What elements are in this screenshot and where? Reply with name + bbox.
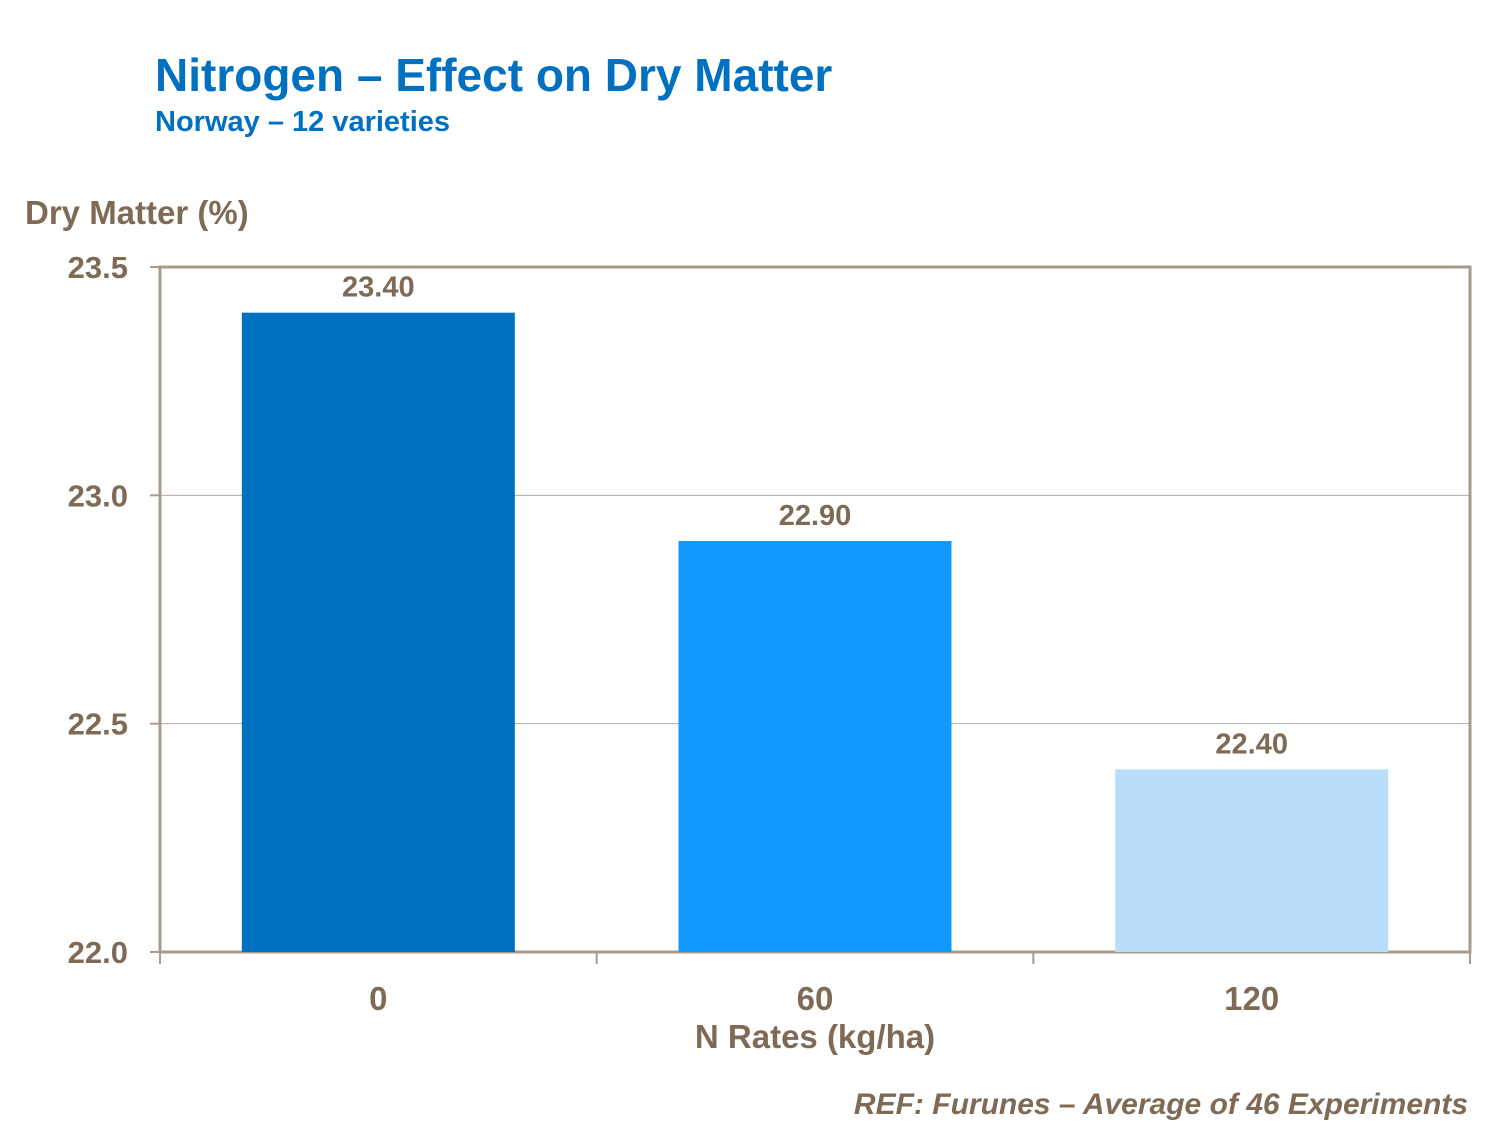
chart-title: Nitrogen – Effect on Dry Matter [155, 49, 833, 101]
bar-120 [1115, 769, 1389, 952]
reference-note: REF: Furunes – Average of 46 Experiments [853, 1088, 1468, 1121]
x-tick-label: 120 [1224, 980, 1279, 1017]
bar-0 [241, 312, 515, 953]
y-tick-label: 23.0 [68, 478, 128, 513]
y-tick-label: 23.5 [68, 250, 128, 285]
chart-subtitle: Norway – 12 varieties [155, 106, 451, 138]
y-axis-label: Dry Matter (%) [25, 194, 249, 231]
x-axis-label: N Rates (kg/ha) [695, 1018, 935, 1055]
bar-60 [678, 541, 952, 952]
y-tick-label: 22.5 [68, 707, 128, 742]
y-tick-label: 22.0 [68, 935, 128, 970]
data-label: 22.90 [779, 500, 852, 532]
x-tick-label: 60 [797, 980, 834, 1017]
data-label: 22.40 [1215, 728, 1288, 760]
data-label: 23.40 [342, 272, 415, 304]
x-tick-label: 0 [369, 980, 387, 1017]
